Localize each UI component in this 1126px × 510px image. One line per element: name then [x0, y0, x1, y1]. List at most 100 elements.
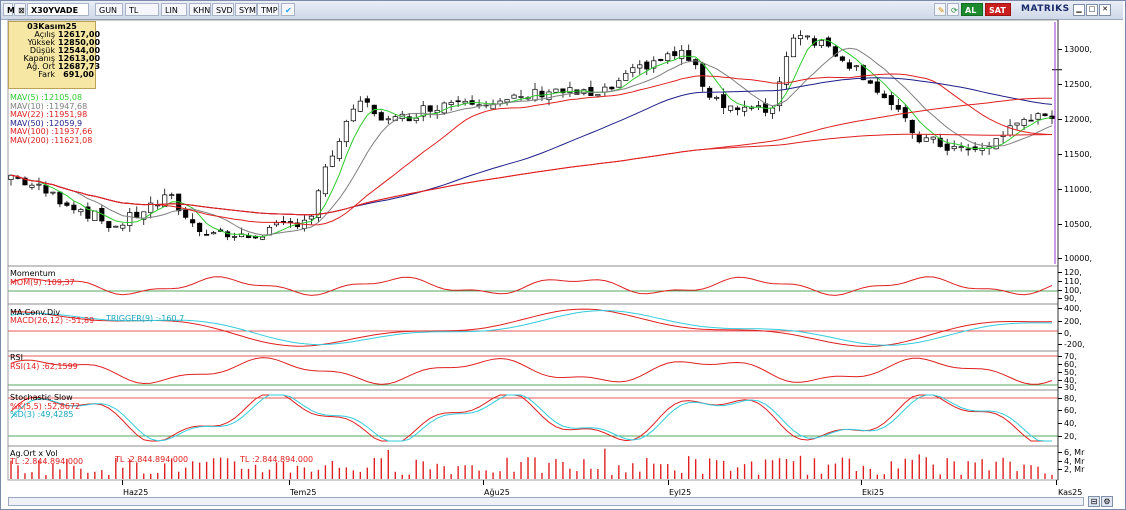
ticker-field[interactable]: X30YVADE: [27, 3, 89, 16]
stoch-d-label: %D(3) :49,4285: [10, 410, 74, 419]
sell-button[interactable]: SAT: [985, 3, 1011, 16]
candle-body: [1035, 113, 1041, 120]
twitter-icon[interactable]: ✔: [281, 3, 295, 16]
currency-button[interactable]: TL: [125, 3, 159, 16]
time-scrollbar[interactable]: [8, 497, 1084, 506]
candle-body: [888, 95, 894, 105]
candle-body: [783, 56, 790, 85]
x-tick: [289, 480, 290, 485]
candle-body: [790, 37, 797, 58]
candle-body: [71, 204, 77, 211]
candle-body: [420, 105, 426, 117]
ohlc-infobox: 03Kasım25 Açılış 12617,00 Yüksek 12850,00 …: [8, 21, 101, 89]
panel-frame: [7, 303, 1059, 352]
close-button[interactable]: ✕: [1099, 4, 1111, 16]
compare-icon[interactable]: ⊠: [14, 3, 26, 16]
candle-body: [1014, 122, 1020, 126]
candle-body: [735, 107, 741, 111]
candle-body: [637, 64, 643, 69]
x-label: Eki25: [862, 488, 885, 497]
price-axis: 13000, 12500, 12000, 11500, 11000, 10500…: [1058, 20, 1114, 266]
info-value: 12687,73: [58, 61, 101, 71]
candle-body: [1042, 113, 1048, 117]
candle-body: [476, 104, 482, 107]
info-value: 12850,00: [58, 37, 101, 47]
volume-title: Ag.Ort x Vol: [10, 449, 58, 458]
price-tick: 10000,: [1058, 254, 1092, 263]
candle-body: [148, 202, 154, 214]
candle-body: [776, 81, 783, 107]
candle-body: [909, 119, 915, 134]
candle-body: [630, 67, 636, 73]
info-key: Düşük: [29, 45, 55, 55]
candle-body: [832, 46, 838, 57]
zoom-fit-icon[interactable]: ⊟: [1088, 496, 1100, 507]
khn-button[interactable]: KHN: [189, 3, 211, 16]
price-tick: 12500,: [1058, 80, 1092, 89]
sym-button[interactable]: SYM: [235, 3, 257, 16]
candle-body: [951, 145, 957, 150]
x-tick: [1056, 480, 1057, 485]
candle-body: [686, 50, 692, 61]
candle-body: [350, 108, 356, 122]
rsi-title: RSI: [10, 353, 23, 362]
candle-body: [357, 100, 363, 112]
menu-button[interactable]: M: [3, 3, 15, 16]
candle-body: [672, 51, 678, 57]
candle-body: [1028, 119, 1034, 122]
candle-body: [448, 102, 454, 105]
refresh-icon[interactable]: ⟳: [947, 3, 959, 16]
candle-body: [728, 105, 734, 111]
svd-button[interactable]: SVD: [212, 3, 234, 16]
mav-legend-row: MAV(100) :11937,66: [10, 127, 93, 137]
candle-body: [343, 120, 349, 143]
mav-line: [10, 73, 1053, 226]
candle-body: [57, 191, 63, 205]
tmp-button[interactable]: TMP: [257, 3, 279, 16]
candle-body: [190, 219, 196, 224]
candle-body: [756, 105, 762, 107]
rsi-panel: [8, 355, 1058, 386]
candle-body: [378, 112, 384, 121]
candle-body: [364, 98, 370, 103]
maximize-button[interactable]: □: [1086, 4, 1098, 16]
buy-button[interactable]: AL: [961, 3, 983, 16]
candle-body: [707, 87, 713, 98]
candle-body: [623, 73, 629, 81]
x-tick: [122, 480, 123, 485]
candle-body: [867, 80, 873, 84]
candle-body: [846, 62, 852, 69]
candle-body: [769, 107, 776, 114]
candle-body: [916, 134, 922, 143]
pencil-icon[interactable]: ✎: [934, 3, 946, 16]
candle-body: [993, 138, 999, 150]
candle-body: [595, 94, 601, 97]
candle-body: [644, 61, 650, 70]
info-key: Açılış: [34, 30, 55, 39]
candle-body: [127, 212, 133, 226]
mav-legend-row: MAV(10) :11947,68: [10, 101, 88, 111]
stoch-d-line: [10, 394, 1052, 442]
candle-body: [895, 104, 901, 110]
x-label: Ağu25: [484, 488, 510, 497]
candle-body: [15, 177, 21, 179]
minimize-button[interactable]: ▁: [1073, 4, 1085, 16]
momentum-panel: [8, 276, 1058, 296]
candle-body: [183, 208, 189, 218]
candle-body: [930, 136, 936, 140]
mav-legend-row: MAV(22) :11951,98: [10, 110, 88, 120]
scale-button[interactable]: LIN: [161, 3, 187, 16]
x-label: Kas25: [1058, 488, 1083, 497]
volume-label: TL :2.844.894.000: [10, 457, 84, 466]
macd-title: MA.Conv.Div: [10, 308, 61, 317]
candle-body: [455, 100, 461, 103]
period-button[interactable]: GUN: [95, 3, 123, 16]
x-label: Tem25: [290, 488, 317, 497]
mav-line: [10, 47, 1053, 236]
settings-icon[interactable]: ⚙: [1101, 496, 1113, 507]
candle-body: [742, 106, 748, 112]
x-tick: [668, 480, 669, 485]
candle-body: [120, 224, 126, 229]
